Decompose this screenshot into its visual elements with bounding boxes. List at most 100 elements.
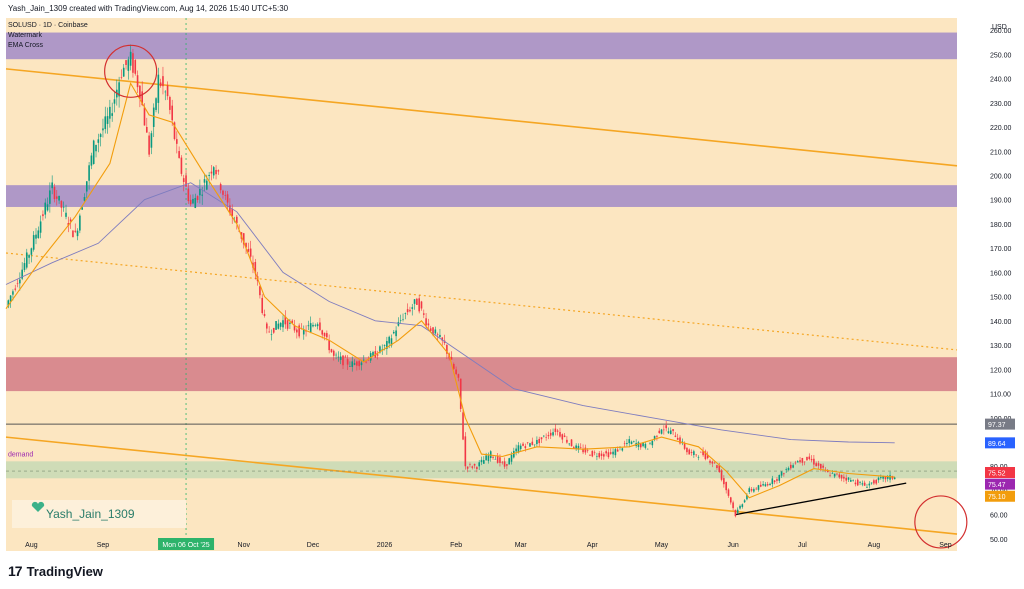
candle-body (83, 197, 86, 201)
watermark-text: Yash_Jain_1309 (46, 507, 135, 521)
candle-body (524, 446, 527, 449)
candle-body (561, 434, 564, 440)
price-label-text: 97.37 (988, 422, 1006, 429)
candle-body (713, 462, 716, 464)
candle-body (199, 188, 201, 196)
candle-body (150, 133, 153, 148)
candle-body (185, 175, 187, 187)
candle-body (390, 338, 393, 346)
candle-body (506, 464, 508, 466)
candle-body (231, 208, 234, 217)
y-tick-label: 130.00 (990, 343, 1012, 350)
y-tick-label: 240.00 (990, 77, 1012, 84)
price-label-box (985, 478, 1015, 490)
candle-body (847, 477, 850, 480)
price-label-box (985, 467, 1015, 479)
candle-body (346, 359, 349, 365)
candle-body (517, 445, 520, 453)
candle-body (261, 297, 264, 314)
candle-body (478, 462, 480, 467)
candle-body (889, 475, 891, 480)
candle-body (14, 288, 17, 290)
candle-body (658, 430, 661, 434)
candle-body (7, 300, 10, 307)
candle-body (780, 471, 783, 476)
candle-body (813, 458, 815, 465)
candle-body (277, 323, 280, 329)
candle-body (219, 183, 222, 191)
candle-body (316, 324, 319, 327)
candle-body (279, 322, 282, 327)
candle-body (104, 116, 107, 130)
highlight-circle-0 (104, 44, 158, 98)
x-tick-label: Apr (587, 542, 599, 549)
candle-body (436, 334, 439, 335)
candle-body (621, 448, 624, 451)
candle-body (65, 212, 67, 217)
candle-body (406, 309, 409, 313)
candle-body (92, 140, 95, 164)
price-label-text: 75.47 (988, 482, 1006, 489)
y-tick-label: 260.00 (990, 28, 1012, 35)
candle-body (35, 234, 37, 239)
channel-mid-line (5, 252, 958, 351)
candle-body (19, 279, 21, 284)
candle-body (757, 485, 760, 490)
candle-body (746, 494, 748, 500)
x-tick-label: 2026 (377, 542, 393, 549)
candle-body (462, 412, 464, 440)
candle-body (337, 356, 340, 358)
candle-body (413, 299, 416, 304)
candle-body (776, 479, 778, 481)
candle-body (852, 480, 854, 481)
candle-body (755, 488, 757, 490)
candle-body (739, 505, 741, 509)
candle-body (203, 179, 206, 183)
candle-body (473, 463, 476, 466)
candle-body (531, 441, 534, 445)
candle-body (326, 333, 328, 338)
candle-body (499, 457, 501, 463)
candle-body (192, 198, 194, 204)
candle-body (753, 489, 755, 492)
candle-body (459, 378, 462, 409)
candle-body (30, 248, 33, 255)
candle-body (626, 443, 628, 445)
candle-body (771, 478, 774, 484)
candle-body (351, 361, 354, 367)
candle-body (127, 59, 130, 71)
time-axis[interactable]: Aug Sep Mon 06 Oct '25 Nov Dec 2026 Feb Mar Apr M… (25, 538, 952, 550)
price-axis[interactable]: 50.0060.0070.0080.0090.00100.00110.00120… (990, 28, 1012, 544)
candle-body (806, 456, 808, 461)
candle-body (372, 352, 374, 356)
x-tick-label: May (655, 542, 669, 549)
tradingview-logo[interactable]: 17 TradingView (8, 563, 103, 579)
candle-body (457, 374, 460, 378)
candle-body (166, 85, 169, 97)
candle-body (335, 354, 337, 356)
candle-body (725, 482, 727, 491)
channel-upper-line (5, 68, 958, 167)
candle-body (222, 190, 224, 195)
candle-body (162, 76, 164, 87)
x-tick-label: Mon 06 Oct '25 (162, 542, 209, 549)
candle-body (801, 457, 804, 463)
candle-body (129, 51, 132, 66)
candle-body (519, 445, 522, 450)
candle-body (697, 456, 700, 458)
candle-body (176, 139, 178, 144)
candle-body (822, 465, 824, 468)
candle-body (9, 295, 12, 302)
candle-body (272, 327, 275, 333)
price-label-box (985, 437, 1015, 449)
y-tick-label: 210.00 (990, 149, 1012, 156)
candle-body (263, 313, 266, 316)
candle-body (810, 458, 813, 461)
candle-body (409, 309, 411, 312)
zone-purple-upper (6, 32, 957, 60)
candle-body (803, 461, 806, 463)
candle-body (323, 332, 326, 337)
candle-body (716, 465, 718, 468)
candle-body (787, 468, 790, 471)
